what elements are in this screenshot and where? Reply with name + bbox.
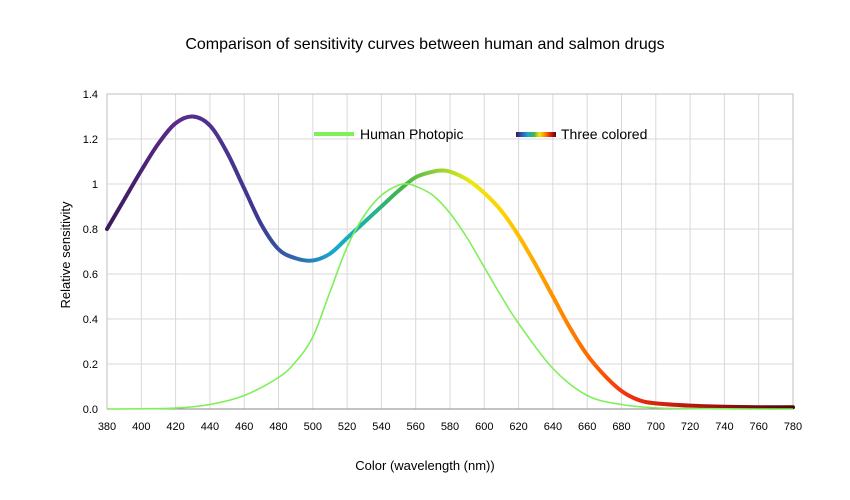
x-axis-label: Color (wavelength (nm)) [355, 458, 495, 473]
y-tick-label: 1.2 [83, 134, 98, 146]
x-tick-label: 700 [647, 421, 665, 433]
x-tick-label: 460 [235, 421, 253, 433]
x-tick-label: 580 [441, 421, 459, 433]
y-tick-label: 0.8 [83, 224, 98, 236]
legend-label-human-photopic: Human Photopic [360, 126, 464, 142]
x-tick-label: 640 [544, 421, 562, 433]
x-tick-label: 440 [201, 421, 219, 433]
x-tick-label: 540 [372, 421, 390, 433]
x-tick-label: 420 [166, 421, 184, 433]
legend-swatch-three-colored [516, 132, 556, 137]
y-tick-label: 0.2 [83, 359, 98, 371]
x-tick-label: 480 [269, 421, 287, 433]
x-tick-label: 660 [578, 421, 596, 433]
chart-title: Comparison of sensitivity curves between… [185, 36, 665, 53]
y-tick-label: 0.4 [83, 314, 98, 326]
legend-label-three-colored: Three colored [561, 126, 647, 142]
x-tick-label: 380 [98, 421, 116, 433]
y-tick-label: 1.4 [83, 89, 98, 101]
x-tick-label: 740 [715, 421, 733, 433]
x-tick-label: 400 [132, 421, 150, 433]
y-tick-label: 0.0 [83, 404, 98, 416]
x-tick-label: 760 [750, 421, 768, 433]
x-tick-label: 500 [304, 421, 322, 433]
y-axis-label: Relative sensitivity [58, 201, 73, 308]
x-tick-label: 680 [612, 421, 630, 433]
y-tick-label: 1 [92, 179, 98, 191]
x-tick-label: 560 [407, 421, 425, 433]
y-tick-label: 0.6 [83, 269, 98, 281]
x-tick-label: 780 [784, 421, 802, 433]
series-line-human-photopic [106, 182, 794, 410]
x-tick-label: 600 [475, 421, 493, 433]
x-tick-label: 520 [338, 421, 356, 433]
series-line-three-colored [105, 114, 795, 410]
x-tick-label: 720 [681, 421, 699, 433]
x-tick-label: 620 [509, 421, 527, 433]
